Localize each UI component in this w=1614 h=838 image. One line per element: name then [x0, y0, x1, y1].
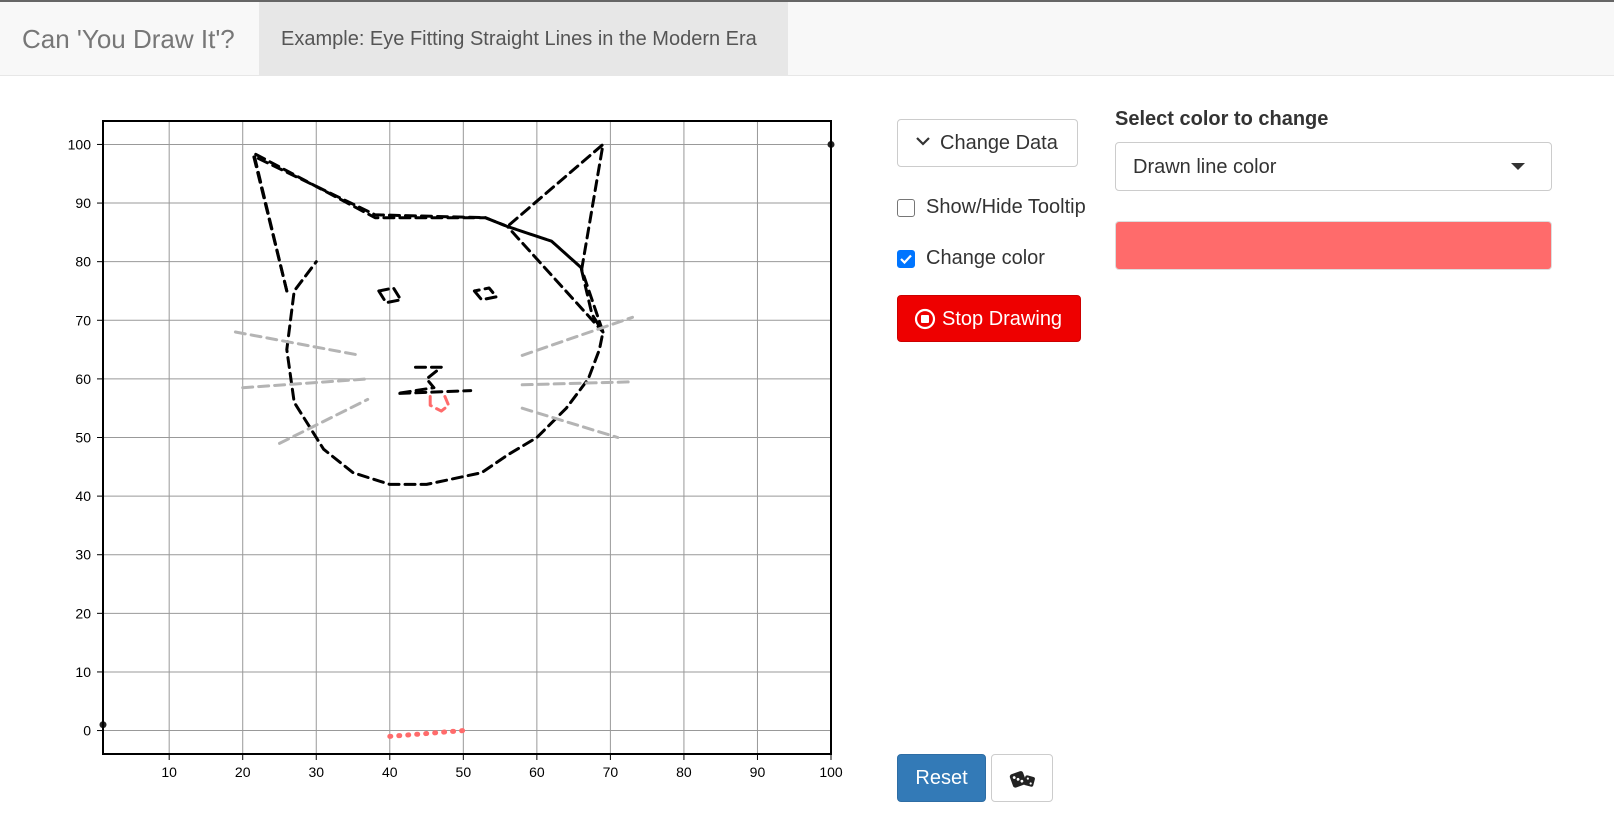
- change-data-button[interactable]: Change Data: [897, 119, 1078, 167]
- y-tick-label: 10: [75, 664, 91, 680]
- change-color-label: Change color: [926, 247, 1045, 269]
- series-whisker-right-3: [520, 406, 620, 439]
- change-data-label: Change Data: [940, 132, 1058, 154]
- y-tick-label: 30: [75, 547, 91, 563]
- x-tick-label: 10: [161, 764, 177, 780]
- series-ears-and-head: [252, 154, 605, 486]
- series-whisker-left-3: [278, 397, 370, 445]
- tab-example[interactable]: Example: Eye Fitting Straight Lines in t…: [259, 2, 788, 76]
- drawn-lines: [233, 142, 634, 739]
- randomize-button[interactable]: [991, 754, 1053, 802]
- y-tick-label: 80: [75, 254, 91, 270]
- show-hide-tooltip-label: Show/Hide Tooltip: [926, 196, 1086, 218]
- caret-down-icon: [1511, 163, 1525, 170]
- anchor-points: [99, 140, 835, 729]
- x-tick-label: 70: [603, 764, 619, 780]
- x-tick-label: 90: [750, 764, 766, 780]
- select-color-label: Select color to change: [1115, 108, 1329, 130]
- y-tick-label: 50: [75, 430, 91, 446]
- series-right-eye: [472, 286, 498, 302]
- series-whisker-right-1: [520, 315, 634, 357]
- y-tick-label: 70: [75, 312, 91, 328]
- x-tick-label: 100: [819, 764, 843, 780]
- series-whisker-right-2: [520, 380, 634, 387]
- dice-icon: [1009, 771, 1035, 788]
- series-nose-and-mouth: [395, 365, 473, 395]
- y-tick-label: 90: [75, 195, 91, 211]
- check-icon: [900, 254, 912, 265]
- x-tick-label: 50: [456, 764, 472, 780]
- navbar: Can 'You Draw It'? Example: Eye Fitting …: [0, 0, 1614, 76]
- navbar-brand[interactable]: Can 'You Draw It'?: [22, 24, 235, 54]
- y-tick-label: 60: [75, 371, 91, 387]
- chevron-down-icon: [916, 137, 930, 146]
- x-tick-label: 80: [676, 764, 692, 780]
- stop-drawing-button[interactable]: Stop Drawing: [897, 295, 1081, 342]
- color-swatch[interactable]: [1115, 221, 1552, 270]
- drawing-chart[interactable]: 10 20 30 40 50 60 70 80 90 100 0 10 20 30 40 50 60 70 80 90…: [0, 80, 880, 815]
- tooltip-checkbox-box[interactable]: [897, 199, 915, 217]
- y-tick-label: 0: [83, 723, 91, 739]
- plot-frame: [102, 120, 832, 755]
- series-head-outline: [252, 142, 605, 293]
- series-whisker-left-1: [233, 330, 362, 357]
- x-tick-label: 30: [308, 764, 324, 780]
- series-whisker-left-2: [241, 377, 370, 390]
- x-tick-label: 40: [382, 764, 398, 780]
- x-tick-label: 20: [235, 764, 251, 780]
- x-tick-label: 60: [529, 764, 545, 780]
- y-tick-label: 40: [75, 488, 91, 504]
- show-hide-tooltip-checkbox[interactable]: Show/Hide Tooltip: [897, 196, 1097, 222]
- stop-circle-icon: [914, 308, 936, 330]
- color-target-value: Drawn line color: [1133, 156, 1277, 178]
- grid-lines: [103, 121, 832, 754]
- series-tongue: [428, 395, 451, 413]
- change-color-checkbox[interactable]: Change color: [897, 247, 1097, 273]
- series-left-eye: [377, 286, 403, 305]
- y-tick-label: 20: [75, 605, 91, 621]
- axes: 10 20 30 40 50 60 70 80 90 100 0 10 20 30 40 50 60 70 80 90…: [68, 136, 843, 780]
- series-drawn-line: [387, 728, 466, 739]
- color-target-select[interactable]: Drawn line color: [1115, 142, 1552, 191]
- change-color-checkbox-box[interactable]: [897, 250, 915, 268]
- stop-drawing-label: Stop Drawing: [942, 308, 1063, 330]
- reset-button[interactable]: Reset: [897, 754, 986, 802]
- y-tick-label: 100: [68, 136, 92, 152]
